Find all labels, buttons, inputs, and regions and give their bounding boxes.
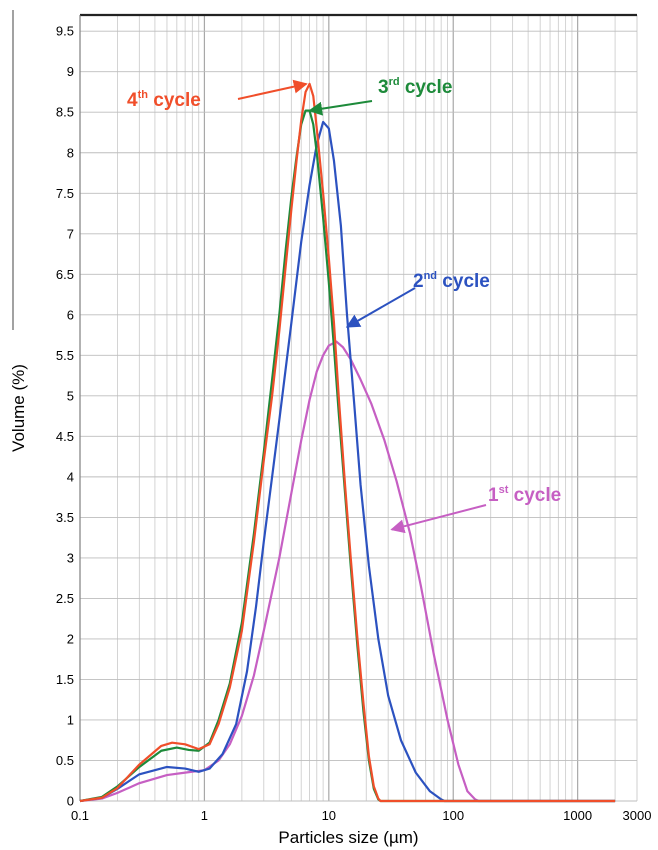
series-line [79,109,616,803]
series-line [79,340,616,803]
y-tick-label: 2.5 [56,591,74,606]
x-tick-label: 0.1 [71,808,89,823]
y-tick-label: 2 [67,631,74,646]
y-tick-label: 4 [67,469,74,484]
x-tick-label: 1000 [563,808,592,823]
annotation-arrow [308,100,373,116]
y-tick-label: 9 [67,64,74,79]
y-tick-label: 0.5 [56,753,74,768]
y-tick-label: 9.5 [56,24,74,39]
series-line [79,82,616,803]
y-axis-label: Volume (%) [9,364,28,452]
x-tick-label: 1 [201,808,208,823]
y-tick-label: 6 [67,307,74,322]
x-tick-label: 100 [442,808,464,823]
annotation-label: 2nd cycle [413,270,490,292]
annotation-arrow [390,504,487,534]
grid [79,15,638,802]
x-tick-labels: 0.1 1 10 100 1000 3000 [71,808,652,823]
y-tick-label: 4.5 [56,429,74,444]
annotations: 4th cycle 3rd cycle 2nd cycle 1st cycle [127,76,561,534]
y-tick-label: 1.5 [56,672,74,687]
y-tick-label: 0 [67,794,74,809]
x-axis-label: Particles size (µm) [278,828,418,847]
y-tick-label: 6.5 [56,267,74,282]
y-tick-label: 7 [67,226,74,241]
annotation-label: 4th cycle [127,89,201,111]
x-tick-label: 10 [322,808,336,823]
series-lines [79,82,616,803]
y-tick-labels: 0 0.5 1 1.5 2 2.5 3 3.5 4 4.5 5 5.5 6 6.5 7 7.5 8 8.5 9 9.5 [56,24,74,809]
y-tick-label: 3.5 [56,510,74,525]
x-tick-label: 3000 [623,808,652,823]
y-tick-label: 1 [67,712,74,727]
y-tick-label: 5 [67,388,74,403]
annotation-label: 1st cycle [488,484,561,506]
annotation-arrow [345,287,416,328]
series-line [79,120,616,803]
y-tick-label: 5.5 [56,348,74,363]
annotation-label: 3rd cycle [378,76,452,98]
y-tick-label: 8 [67,145,74,160]
y-tick-label: 8.5 [56,105,74,120]
y-tick-label: 7.5 [56,186,74,201]
y-tick-label: 3 [67,550,74,565]
annotation-arrow [237,79,308,100]
